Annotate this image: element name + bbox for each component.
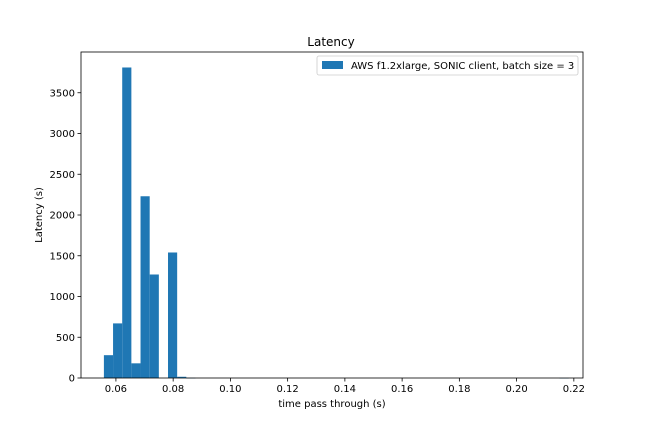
y-tick-label: 2500 (50, 170, 75, 181)
x-tick-label: 0.10 (219, 384, 241, 395)
legend: AWS f1.2xlarge, SONIC client, batch size… (316, 55, 579, 76)
y-tick-label: 500 (56, 333, 75, 344)
x-tick-label: 0.08 (162, 384, 184, 395)
histogram-bar (131, 363, 141, 378)
histogram-bar (149, 274, 159, 378)
histogram-bar (168, 252, 178, 378)
y-tick-label: 1000 (50, 292, 75, 303)
x-tick-label: 0.12 (277, 384, 299, 395)
y-tick-label: 3500 (50, 88, 75, 99)
y-axis-label: Latency (s) (34, 187, 45, 243)
x-tick-label: 0.18 (448, 384, 470, 395)
x-tick-label: 0.16 (391, 384, 413, 395)
y-axis-ticks: 0 500 1000 1500 2000 2500 3000 3500 (50, 88, 81, 385)
histogram-bar (122, 67, 132, 379)
histogram-bar (103, 355, 114, 378)
bars-group (103, 67, 569, 379)
x-axis-label: time pass through (s) (278, 399, 385, 410)
x-tick-label: 0.20 (505, 384, 527, 395)
y-tick-label: 1500 (50, 251, 75, 262)
plot-frame (80, 51, 584, 379)
x-axis-ticks: 0.06 0.08 0.10 0.12 0.14 0.16 0.18 0.20 0.22 (105, 378, 585, 395)
histogram-bar (177, 376, 187, 378)
chart-title: Latency (307, 35, 354, 49)
legend-label: AWS f1.2xlarge, SONIC client, batch size… (351, 61, 574, 72)
y-tick-label: 3000 (50, 129, 75, 140)
histogram-bar (140, 196, 150, 378)
legend-swatch (322, 61, 343, 69)
x-tick-label: 0.06 (105, 384, 127, 395)
legend-box (316, 55, 579, 76)
x-tick-label: 0.14 (334, 384, 356, 395)
y-tick-label: 0 (69, 374, 75, 385)
histogram-bar (113, 323, 123, 378)
y-tick-label: 2000 (50, 211, 75, 222)
x-tick-label: 0.22 (563, 384, 585, 395)
